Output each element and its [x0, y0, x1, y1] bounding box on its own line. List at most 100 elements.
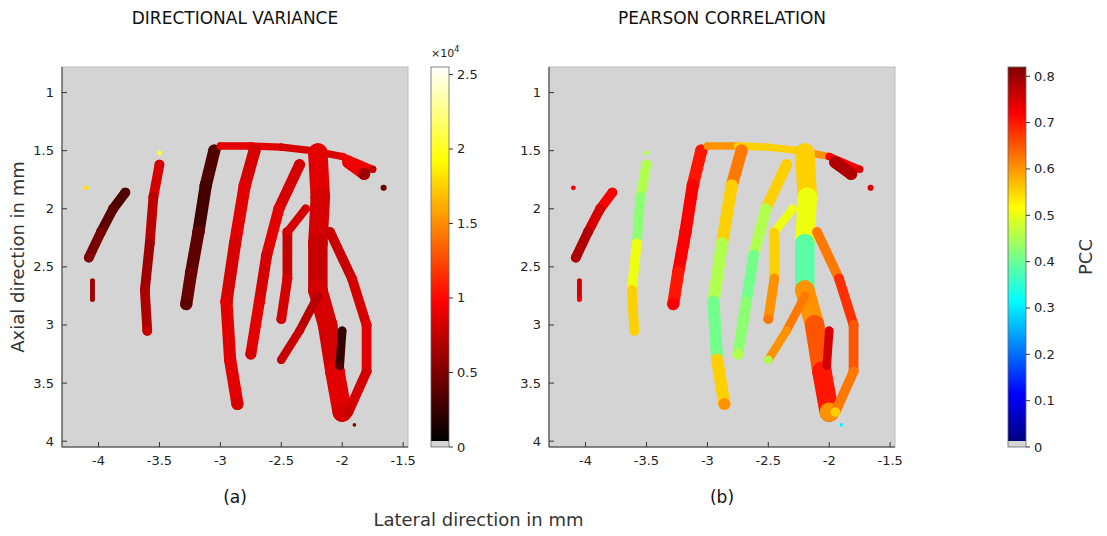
- x-axis-title: Lateral direction in mm: [373, 509, 583, 530]
- y-tick-label: 2.5: [520, 259, 541, 274]
- vessel-pixel: [830, 407, 840, 417]
- vessel-pixel: [795, 280, 814, 299]
- vessel-pixel: [781, 159, 792, 170]
- vessel-pixel: [829, 156, 841, 168]
- vessel-pixel: [856, 166, 863, 173]
- vessel-pixel: [607, 188, 617, 198]
- plot-area: [62, 67, 408, 447]
- y-tick-label: 3.5: [33, 376, 54, 391]
- colorbar-tick-label: 0.3: [1034, 300, 1055, 315]
- vessel-pixel: [347, 274, 357, 284]
- vessel-pixel: [231, 398, 243, 410]
- vessel-segment: [640, 165, 646, 198]
- vessel-pixel: [180, 298, 192, 310]
- vessel-pixel: [732, 349, 743, 360]
- vessel-pixel: [765, 144, 772, 151]
- y-tick-label: 4: [533, 434, 541, 449]
- y-tick: [549, 441, 554, 442]
- vessel-pixel: [798, 187, 817, 206]
- panel-title: DIRECTIONAL VARIANCE: [132, 8, 338, 28]
- vessel-segment: [768, 278, 774, 319]
- vessel-segment: [330, 232, 352, 278]
- vessel-pixel: [192, 226, 204, 238]
- vessel-pixel: [96, 227, 106, 237]
- vessel-pixel: [687, 179, 699, 191]
- colorbar-tick: [1026, 261, 1030, 262]
- colorbar-tick-label: 0.8: [1034, 69, 1055, 84]
- vessel-pixel: [90, 278, 95, 283]
- vessel-segment: [267, 209, 279, 255]
- y-tick: [62, 383, 67, 384]
- vessel-segment: [145, 244, 150, 290]
- vessel-pixel: [726, 179, 738, 191]
- vessel-pixel: [795, 234, 814, 253]
- colorbar-tick-label: 2.5: [457, 67, 478, 82]
- colorbar-zero-patch: [1008, 441, 1026, 447]
- vessel-pixel: [301, 205, 310, 214]
- vessel-segment: [191, 232, 198, 273]
- vessel-segment: [287, 209, 305, 232]
- colorbar-tick: [1026, 447, 1030, 448]
- vessel-segment: [279, 165, 300, 209]
- colorbar-zero-patch: [431, 441, 449, 447]
- multiplier-exponent: 4: [454, 45, 459, 54]
- x-tick: [829, 442, 830, 447]
- vessel-segment: [849, 325, 859, 371]
- panel-label: (a): [223, 487, 247, 507]
- vessel-pixel: [84, 185, 89, 190]
- vessel-segment: [827, 331, 829, 366]
- vessel-segment: [632, 290, 634, 331]
- colorbar-tick: [1026, 400, 1030, 401]
- y-tick-label: 1.5: [33, 143, 54, 158]
- vessel-pixel: [812, 362, 831, 381]
- vessel-pixel: [577, 297, 582, 302]
- vessel-pixel: [229, 238, 241, 250]
- vessel-segment: [717, 360, 724, 404]
- x-tick: [403, 442, 404, 447]
- x-tick-label: -3.5: [147, 453, 172, 468]
- vessel-pixel: [632, 239, 642, 249]
- vessel-pixel: [840, 423, 844, 427]
- vessel-segment: [632, 244, 637, 290]
- vessel-pixel: [644, 151, 649, 156]
- colorbar-tick-label: 0.5: [1034, 208, 1055, 223]
- vessel-segment: [678, 232, 685, 273]
- y-tick-label: 2: [533, 201, 541, 216]
- x-tick-label: -4: [579, 453, 592, 468]
- vessel-pixel: [336, 361, 345, 370]
- y-tick-label: 2.5: [33, 259, 54, 274]
- y-tick: [549, 208, 554, 209]
- y-tick: [549, 150, 554, 151]
- vessel-pixel: [108, 204, 118, 214]
- vessel-pixel: [868, 185, 874, 191]
- vessel-pixel: [254, 296, 265, 307]
- vessel-pixel: [782, 327, 791, 336]
- vessel-segment: [746, 255, 753, 301]
- vessel-segment: [738, 302, 747, 354]
- y-tick-label: 3: [533, 317, 541, 332]
- colorbar: [1008, 67, 1026, 441]
- vessel-pixel: [294, 159, 305, 170]
- vessel-segment: [768, 147, 798, 150]
- vessel-pixel: [353, 423, 357, 427]
- vessel-pixel: [571, 185, 576, 190]
- vessel-segment: [281, 147, 311, 150]
- vessel-pixel: [248, 145, 260, 157]
- vessel-pixel: [764, 356, 773, 365]
- vessel-pixel: [283, 274, 293, 284]
- x-tick-label: -3: [214, 453, 227, 468]
- vessel-pixel: [273, 203, 284, 214]
- vessel-segment: [153, 165, 159, 198]
- vessel-segment: [235, 186, 245, 244]
- vessel-segment: [707, 142, 737, 149]
- vessel-segment: [362, 325, 372, 371]
- y-tick: [62, 441, 67, 442]
- colorbar-title: PCC: [1075, 239, 1096, 275]
- colorbar-tick-label: 0.1: [1034, 393, 1055, 408]
- vessel-map: [84, 142, 387, 426]
- y-tick: [549, 266, 554, 267]
- y-tick: [62, 324, 67, 325]
- colorbar-tick: [449, 447, 453, 448]
- x-tick-label: -4: [92, 453, 105, 468]
- vessel-pixel: [795, 143, 814, 162]
